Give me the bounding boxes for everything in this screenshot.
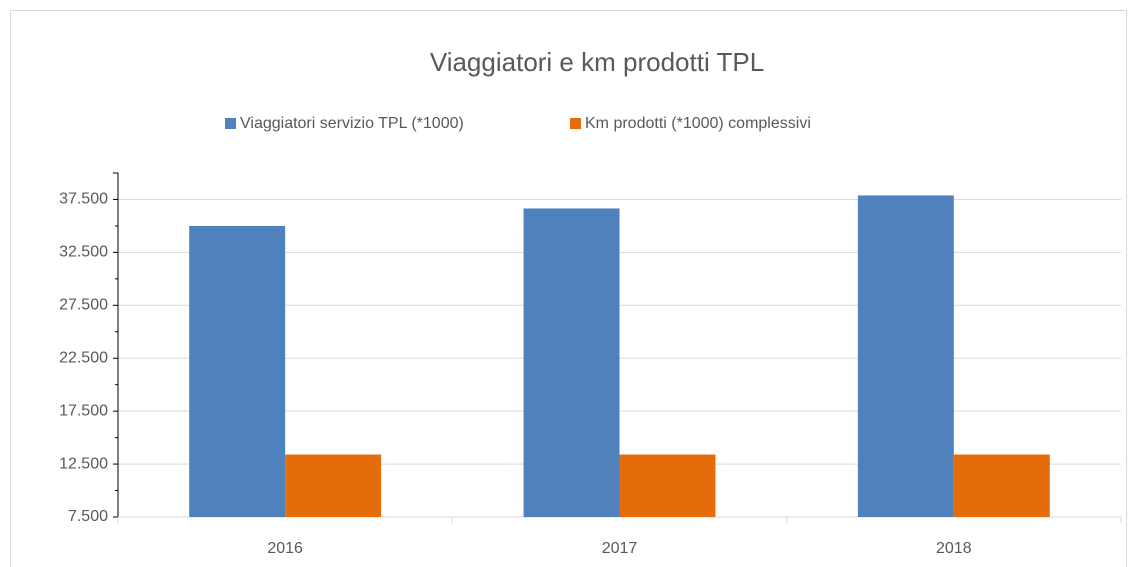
bar [857,195,954,517]
bar [285,454,382,517]
y-tick-label: 7.500 [68,508,108,525]
bar [619,454,716,517]
y-tick-label: 27.500 [59,297,108,314]
x-tick-label: 2018 [936,540,972,557]
x-tick-label: 2016 [267,540,303,557]
y-tick-label: 32.500 [59,244,108,261]
legend-label: Viaggiatori servizio TPL (*1000) [240,115,464,132]
chart-title: Viaggiatori e km prodotti TPL [430,47,764,77]
bar [189,225,286,517]
legend-swatch [570,118,581,129]
bar [523,208,620,517]
bar [953,454,1050,517]
legend-label: Km prodotti (*1000) complessivi [585,115,811,132]
y-tick-label: 22.500 [59,349,108,366]
y-tick-label: 37.500 [59,191,108,208]
x-tick-label: 2017 [602,540,638,557]
legend-swatch [225,118,236,129]
y-tick-label: 12.500 [59,455,108,472]
y-tick-label: 17.500 [59,402,108,419]
